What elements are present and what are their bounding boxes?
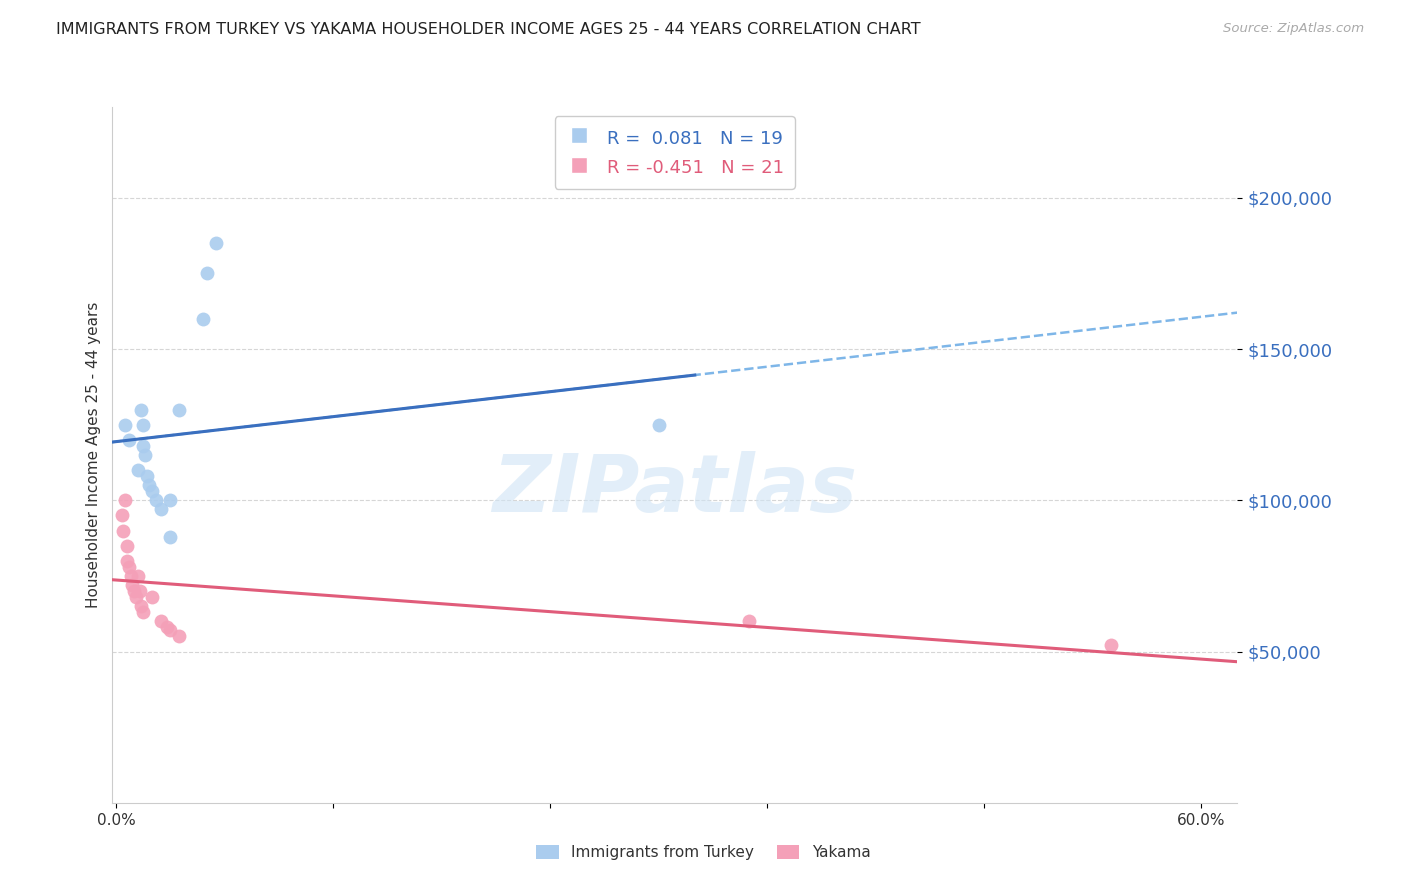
Point (131, 599, 153, 614)
Point (150, 502, 173, 516)
Point (125, 590, 148, 604)
Point (131, 402, 153, 417)
Point (138, 478, 160, 492)
Text: ZIPatlas: ZIPatlas (492, 450, 858, 529)
Point (122, 584, 145, 599)
Point (120, 569, 142, 583)
Point (1099, 639, 1122, 653)
Point (115, 539, 138, 553)
Point (156, 620, 179, 634)
Point (141, 484, 163, 499)
Point (150, 615, 173, 629)
Point (145, 493, 167, 508)
Text: IMMIGRANTS FROM TURKEY VS YAKAMA HOUSEHOLDER INCOME AGES 25 - 44 YEARS CORRELATI: IMMIGRANTS FROM TURKEY VS YAKAMA HOUSEHO… (56, 22, 921, 37)
Point (127, 463, 149, 477)
Point (191, 311, 214, 326)
Point (159, 624, 181, 638)
Point (159, 493, 181, 508)
Point (110, 508, 132, 523)
Point (159, 530, 181, 544)
Point (114, 493, 136, 508)
Point (169, 629, 191, 643)
Point (134, 448, 156, 462)
Point (121, 578, 143, 592)
Legend: R =  0.081   N = 19, R = -0.451   N = 21: R = 0.081 N = 19, R = -0.451 N = 21 (555, 116, 794, 189)
Y-axis label: Householder Income Ages 25 - 44 years: Householder Income Ages 25 - 44 years (86, 301, 101, 608)
Point (135, 469, 157, 483)
Point (127, 569, 149, 583)
Point (738, 615, 761, 629)
Point (132, 439, 155, 453)
Point (118, 433, 141, 447)
Point (112, 524, 135, 538)
Point (114, 417, 136, 432)
Point (115, 554, 138, 568)
Point (128, 584, 150, 599)
Point (195, 267, 218, 281)
Text: Source: ZipAtlas.com: Source: ZipAtlas.com (1223, 22, 1364, 36)
Point (204, 236, 226, 251)
Point (118, 559, 141, 574)
Point (132, 417, 155, 432)
Point (169, 402, 191, 417)
Point (647, 417, 669, 432)
Point (132, 605, 155, 619)
Point (141, 590, 163, 604)
Legend: Immigrants from Turkey, Yakama: Immigrants from Turkey, Yakama (530, 839, 876, 866)
